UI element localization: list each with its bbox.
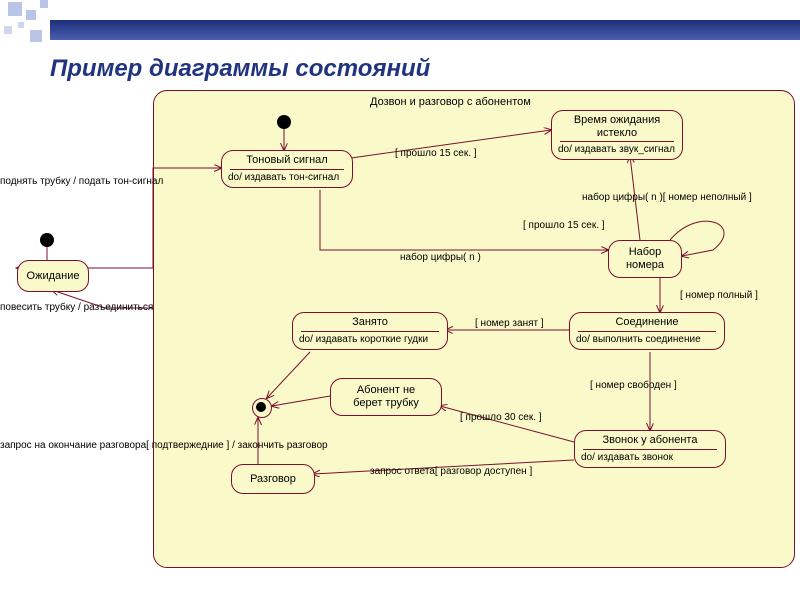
state-do: do/ издавать короткие гудки xyxy=(293,332,447,349)
edge-label: набор цифры( n ) xyxy=(400,252,481,263)
initial-state-outer xyxy=(40,233,54,247)
state-label: Соединение xyxy=(570,313,724,331)
initial-state-inner xyxy=(277,115,291,129)
edge-label: [ номер свободен ] xyxy=(590,380,677,391)
state-label: Время ожиданияистекло xyxy=(552,111,682,141)
state-label: Ожидание xyxy=(27,270,80,282)
state-tone: Тоновый сигнал do/ издавать тон-сигнал xyxy=(221,150,353,188)
composite-label: Дозвон и разговор с абонентом xyxy=(370,96,531,108)
state-do: do/ издавать звук_сигнал xyxy=(552,142,682,159)
state-label: Разговор xyxy=(250,473,296,485)
edge-label: [ прошло 15 сек. ] xyxy=(523,220,605,231)
state-timeout: Время ожиданияистекло do/ издавать звук_… xyxy=(551,110,683,160)
edge-label: [ прошло 30 сек. ] xyxy=(460,412,542,423)
state-label: Занято xyxy=(293,313,447,331)
final-state xyxy=(252,398,272,418)
edge-label: запрос на окончание разговора[ подтверже… xyxy=(0,440,328,451)
header-bar xyxy=(50,20,800,40)
slide-title: Пример диаграммы состояний xyxy=(50,55,430,83)
slide: Пример диаграммы состояний Дозвон и разг… xyxy=(0,0,800,600)
edge-label: повесить трубку / разъединиться xyxy=(0,302,153,313)
state-do: do/ выполнить соединение xyxy=(570,332,724,349)
edge-label: набор цифры( n )[ номер неполный ] xyxy=(582,192,752,203)
state-do: do/ издавать звонок xyxy=(575,450,725,467)
state-label: Абонент неберет трубку xyxy=(353,384,419,409)
state-connect: Соединение do/ выполнить соединение xyxy=(569,312,725,350)
edge-label: [ прошло 15 сек. ] xyxy=(395,148,477,159)
state-dial: Наборномера xyxy=(608,240,682,278)
state-label: Наборномера xyxy=(626,246,664,271)
state-do: do/ издавать тон-сигнал xyxy=(222,170,352,187)
diagram-canvas: Дозвон и разговор с абонентом Ожидание Т… xyxy=(0,90,800,600)
edge-label: поднять трубку / подать тон-сигнал xyxy=(0,176,163,187)
state-talk: Разговор xyxy=(231,464,315,494)
state-label: Звонок у абонента xyxy=(575,431,725,449)
edge-label: запрос ответа[ разговор доступен ] xyxy=(370,466,532,477)
state-busy: Занято do/ издавать короткие гудки xyxy=(292,312,448,350)
edge-label: [ номер занят ] xyxy=(475,318,544,329)
edge-label: [ номер полный ] xyxy=(680,290,758,301)
state-wait: Ожидание xyxy=(17,260,89,292)
state-ringing: Звонок у абонента do/ издавать звонок xyxy=(574,430,726,468)
state-noanswer: Абонент неберет трубку xyxy=(330,378,442,416)
state-label: Тоновый сигнал xyxy=(222,151,352,169)
